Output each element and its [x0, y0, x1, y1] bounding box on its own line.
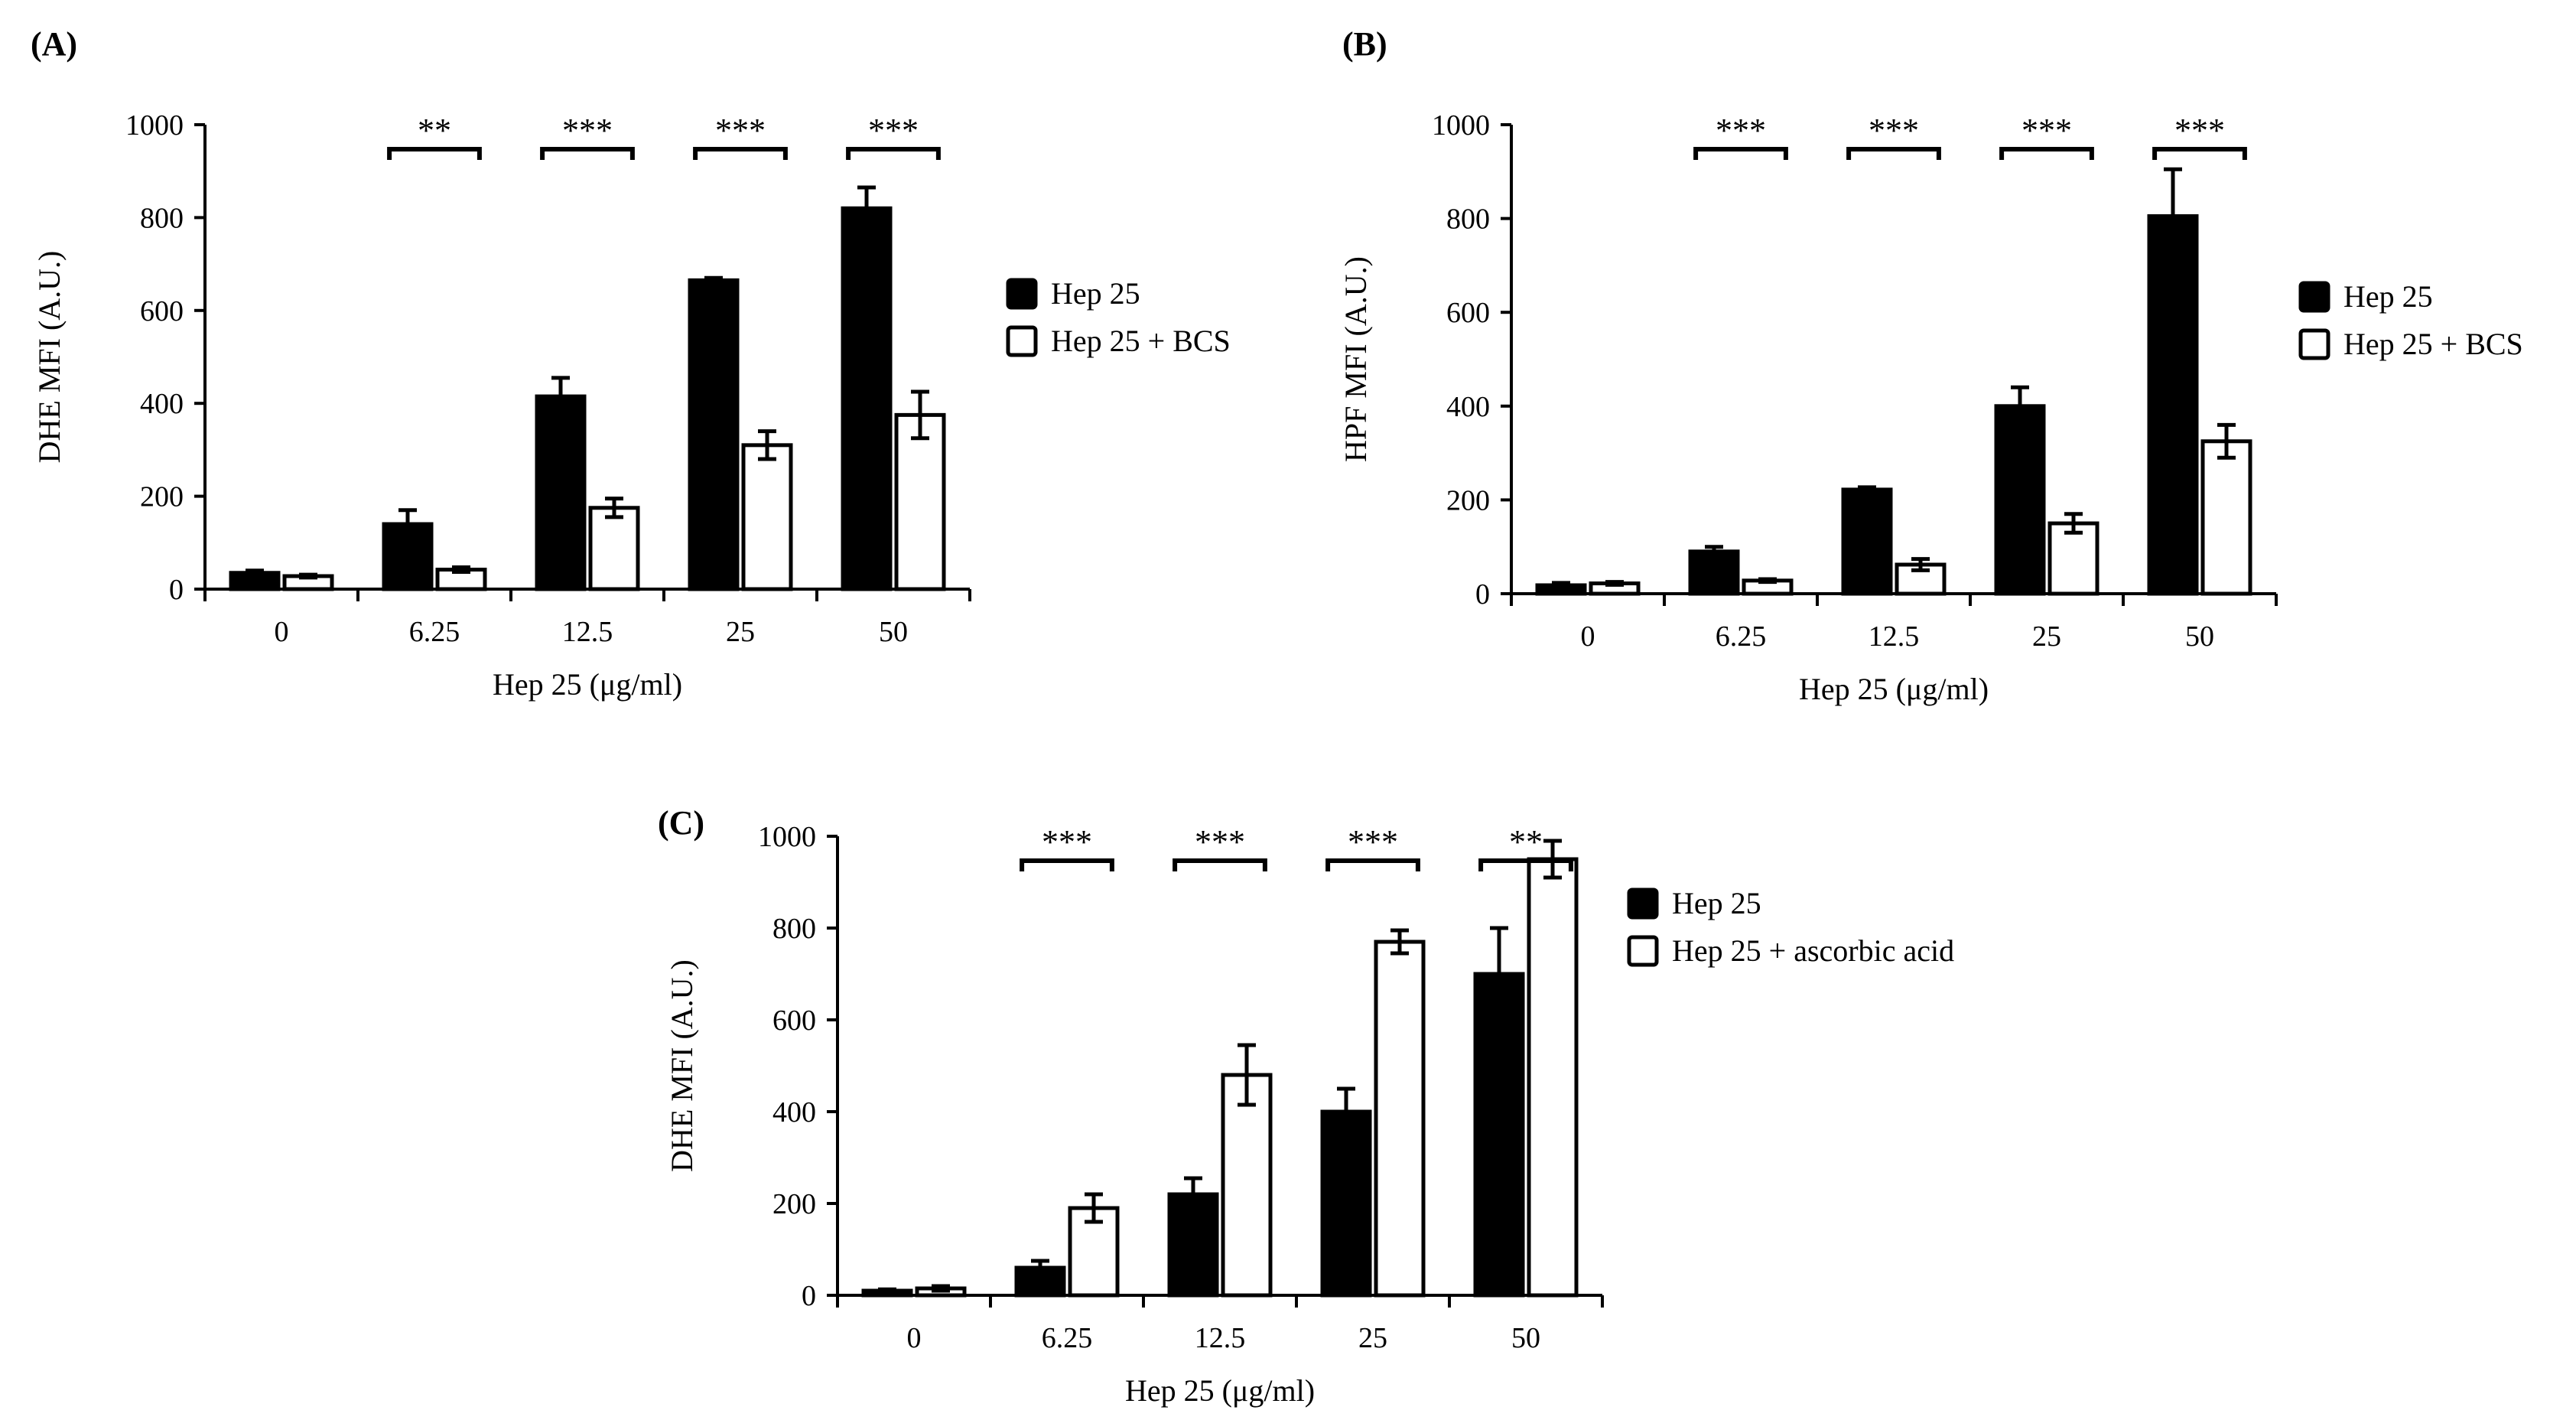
significance-bracket [540, 147, 635, 160]
panel-label: (C) [658, 804, 704, 842]
y-tick-label: 200 [140, 481, 184, 513]
y-tick-label: 600 [1446, 297, 1490, 329]
y-tick-label: 400 [1446, 391, 1490, 423]
significance-bracket [1693, 147, 1788, 160]
legend-label: Hep 25 [2343, 279, 2433, 314]
significance-bracket [1020, 858, 1114, 871]
legend-label: Hep 25 + ascorbic acid [1672, 933, 1954, 968]
x-tick-label: 12.5 [1869, 620, 1920, 653]
bar-open [2047, 521, 2100, 596]
significance-label: *** [1195, 823, 1245, 861]
chart-panel-3: (C) 0 200 400 600 800 1000 0 6.25 12.5 25 50 Hep 25 … [658, 804, 1954, 1408]
x-tick-label: 50 [1511, 1322, 1540, 1354]
bar-filled [1320, 1109, 1372, 1298]
x-tick-label: 25 [726, 616, 755, 648]
significance-bracket [1325, 858, 1420, 871]
legend-label: Hep 25 [1051, 276, 1140, 311]
significance-bracket [1846, 147, 1941, 160]
legend-swatch [2298, 281, 2330, 313]
legend-label: Hep 25 + BCS [2343, 327, 2523, 361]
y-tick-label: 200 [772, 1188, 816, 1220]
x-tick-label: 0 [1581, 620, 1595, 653]
significance-label: *** [715, 112, 766, 149]
bar-open [588, 506, 640, 591]
panel-label: (B) [1342, 25, 1387, 63]
significance-bracket [1173, 858, 1267, 871]
chart-panel-1: (A) 0 200 400 600 800 1000 0 6.25 12.5 25 50 Hep 25 … [31, 25, 1231, 702]
bar-open [894, 412, 946, 591]
y-tick-label: 800 [772, 913, 816, 945]
chart-panel-2: (B) 0 200 400 600 800 1000 0 6.25 12.5 25 50 Hep 25 … [1338, 25, 2523, 706]
legend-swatch [2298, 328, 2330, 360]
y-tick-label: 600 [140, 295, 184, 327]
y-tick-label: 800 [1446, 204, 1490, 236]
legend-label: Hep 25 [1672, 886, 1761, 920]
y-tick-label: 400 [140, 388, 184, 420]
x-tick-label: 0 [275, 616, 289, 648]
bar-open [2200, 439, 2252, 596]
y-tick-label: 0 [1475, 578, 1490, 611]
bar-open [1527, 857, 1579, 1298]
x-tick-label: 50 [879, 616, 908, 648]
significance-bracket [1999, 147, 2094, 160]
x-tick-label: 0 [907, 1322, 922, 1354]
significance-label: *** [1869, 112, 1919, 149]
y-tick-label: 600 [772, 1005, 816, 1037]
significance-label: *** [2021, 112, 2072, 149]
bar-filled [688, 278, 740, 591]
y-tick-label: 1000 [758, 821, 816, 853]
panel-label: (A) [31, 25, 77, 63]
significance-bracket [846, 147, 941, 160]
significance-bracket [1478, 858, 1573, 871]
significance-label: *** [562, 112, 613, 149]
significance-label: *** [1348, 823, 1398, 861]
x-tick-label: 25 [2032, 620, 2061, 653]
legend-swatch [1006, 278, 1038, 310]
x-tick-label: 25 [1358, 1322, 1387, 1354]
y-axis-title: DHE MFI (A.U.) [665, 959, 699, 1172]
bar-filled [841, 206, 893, 591]
y-tick-label: 0 [802, 1280, 816, 1312]
significance-label: *** [1042, 823, 1092, 861]
bar-filled [2147, 214, 2199, 596]
significance-label: *** [1716, 112, 1766, 149]
x-tick-label: 12.5 [1195, 1322, 1246, 1354]
bar-filled [1841, 487, 1893, 596]
significance-label: ** [1509, 823, 1543, 861]
significance-bracket [387, 147, 482, 160]
significance-bracket [693, 147, 788, 160]
x-axis-title: Hep 25 (μg/ml) [1125, 1373, 1315, 1408]
legend-label: Hep 25 + BCS [1051, 324, 1231, 358]
y-tick-label: 400 [772, 1096, 816, 1129]
y-tick-label: 800 [140, 202, 184, 234]
x-tick-label: 12.5 [562, 616, 613, 648]
y-tick-label: 200 [1446, 484, 1490, 516]
x-tick-label: 6.25 [1042, 1322, 1093, 1354]
significance-label: *** [868, 112, 919, 149]
legend-swatch [1006, 325, 1038, 357]
x-tick-label: 50 [2185, 620, 2214, 653]
bar-filled [535, 394, 587, 591]
x-axis-title: Hep 25 (μg/ml) [493, 667, 682, 702]
bar-open [741, 443, 793, 591]
x-tick-label: 6.25 [1716, 620, 1767, 653]
legend-swatch [1627, 935, 1659, 967]
bar-filled [1473, 972, 1525, 1298]
legend-swatch [1627, 888, 1659, 920]
bar-open [1374, 940, 1426, 1298]
y-axis-title: HPF MFI (A.U.) [1338, 256, 1373, 462]
y-tick-label: 1000 [125, 109, 184, 142]
significance-label: *** [2174, 112, 2225, 149]
bar-open [1221, 1073, 1273, 1298]
significance-label: ** [418, 112, 451, 149]
x-tick-label: 6.25 [409, 616, 460, 648]
y-tick-label: 1000 [1432, 109, 1490, 142]
x-axis-title: Hep 25 (μg/ml) [1799, 672, 1989, 706]
significance-bracket [2152, 147, 2247, 160]
bar-filled [1994, 404, 2046, 596]
y-tick-label: 0 [169, 574, 184, 606]
y-axis-title: DHE MFI (A.U.) [32, 251, 67, 464]
